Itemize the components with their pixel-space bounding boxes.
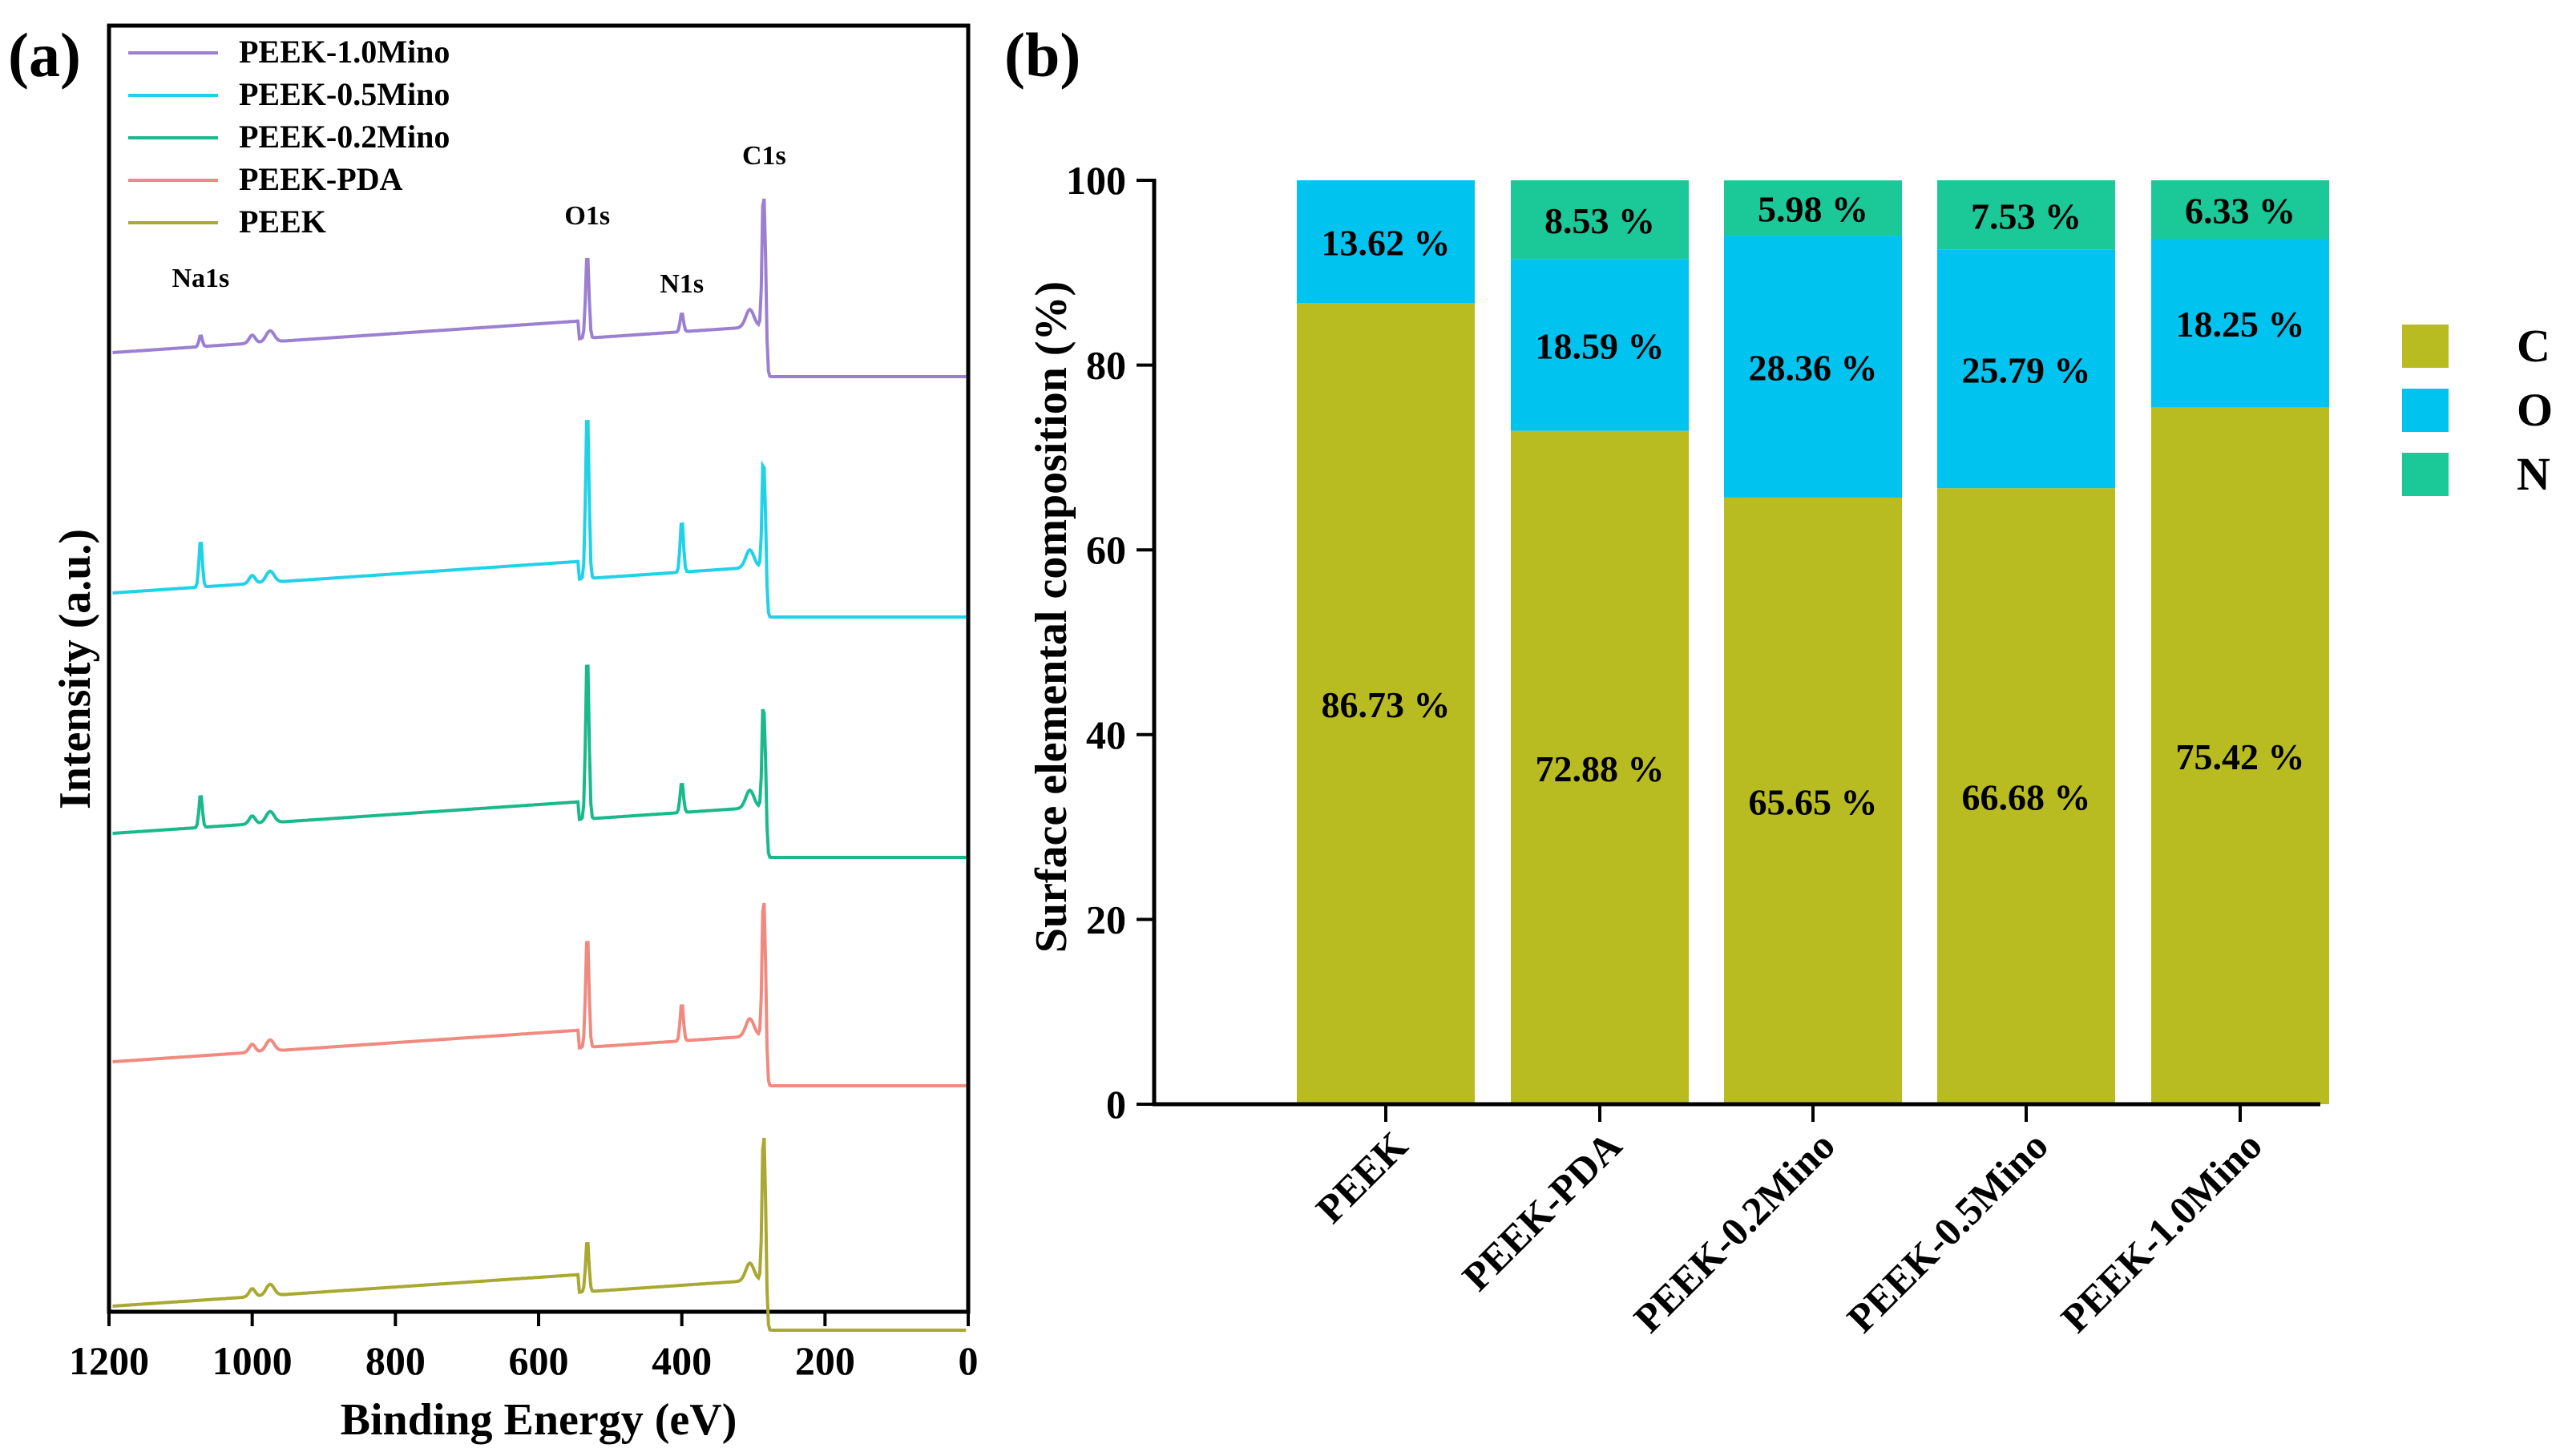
legend-label: PEEK-1.0Mino (239, 34, 450, 70)
bar-c-peek-1.0mino (2151, 407, 2329, 1104)
data-label-c: 72.88 % (1536, 748, 1665, 789)
x-axis-ticks: 1200 1000 800 600 400 200 0 (69, 1312, 979, 1383)
y-tick-label: 0 (1106, 1082, 1126, 1127)
spectrum-line-peek (112, 1137, 967, 1332)
legend-label: PEEK (239, 204, 326, 240)
y-tick-label: 60 (1086, 527, 1126, 572)
bar-c-peek-pda (1511, 430, 1689, 1104)
data-label-n: 5.98 % (1758, 189, 1868, 230)
composition-panel: (b) 86.73 % 13.62 % 72.88 % 18.59 % 8.53 % 65… (1004, 20, 2553, 1341)
x-tick-label: 0 (959, 1338, 979, 1383)
x-tick-label: 200 (795, 1338, 855, 1383)
y-tick-label: 20 (1086, 897, 1126, 942)
data-label-c: 75.42 % (2176, 736, 2305, 777)
data-label-n: 6.33 % (2185, 190, 2295, 231)
data-label-n: 7.53 % (1971, 196, 2081, 236)
bar-c-peek (1297, 303, 1475, 1104)
category-label: PEEK-PDA (1453, 1123, 1629, 1299)
category-label: PEEK (1307, 1123, 1416, 1232)
data-label-c: 65.65 % (1749, 782, 1878, 823)
bar-n-peek-0.2mino (1724, 180, 1902, 236)
category-label: PEEK-0.5Mino (1838, 1123, 2056, 1341)
legend-swatch-n (2402, 453, 2449, 496)
legend-label: PEEK-PDA (239, 161, 403, 197)
data-label-o: 18.25 % (2176, 304, 2305, 345)
peak-label-na1s: Na1s (172, 264, 229, 293)
x-tick-label: 600 (509, 1338, 569, 1383)
legend-b: CON (2402, 320, 2553, 500)
bar-o-peek (1297, 180, 1475, 304)
bar-n-peek-1.0mino (2151, 180, 2329, 239)
bar-c-peek-0.5mino (1937, 488, 2115, 1104)
x-tick-label: 400 (652, 1338, 712, 1383)
bar-o-peek-1.0mino (2151, 238, 2329, 408)
x-axis-title: Binding Energy (eV) (341, 1395, 737, 1445)
bar-n-peek-pda (1511, 180, 1689, 260)
bar-o-peek-pda (1511, 259, 1689, 431)
legend-label-c: C (2517, 320, 2550, 372)
spectra-curves (112, 198, 967, 1332)
panel-b-label: (b) (1004, 20, 1080, 90)
spectrum-line-peek-0.5mino (112, 419, 967, 619)
panel-a-label: (a) (8, 20, 81, 90)
legend-label: PEEK-0.5Mino (239, 76, 450, 112)
peak-label-o1s: O1s (564, 201, 610, 231)
peak-label-n1s: N1s (660, 269, 704, 299)
data-label-c: 86.73 % (1322, 684, 1451, 725)
spectrum-line-peek-0.2mino (112, 664, 967, 859)
legend-label: PEEK-0.2Mino (239, 119, 450, 155)
x-tick-label: 800 (365, 1338, 426, 1383)
legend-label-n: N (2517, 448, 2550, 500)
y-axis-title: Intensity (a.u.) (50, 529, 100, 809)
x-tick-label: 1200 (69, 1338, 149, 1383)
data-label-o: 28.36 % (1749, 348, 1878, 389)
stacked-bars: 86.73 % 13.62 % 72.88 % 18.59 % 8.53 % 65.65 … (1297, 180, 2329, 1104)
spectrum-line-peek-1.0mino (112, 198, 967, 378)
category-labels: PEEK PEEK-PDAPEEK-0.2MinoPEEK-0.5MinoPEEK… (1307, 1123, 2271, 1341)
bar-c-peek-0.2mino (1724, 498, 1902, 1104)
bar-n-peek-0.5mino (1937, 180, 2115, 250)
y-tick-label: 40 (1086, 712, 1126, 757)
category-label: PEEK-1.0Mino (2052, 1123, 2270, 1341)
y-axis-ticks: 0 20 40 60 80 100 (1066, 158, 1154, 1127)
data-label-c: 66.68 % (1962, 777, 2091, 818)
y-axis-title-b: Surface elemental composition (%) (1027, 281, 1076, 953)
peak-label-c1s: C1s (742, 141, 786, 171)
data-label-n: 8.53 % (1544, 200, 1655, 241)
legend-swatch-c (2402, 325, 2449, 368)
data-label-o: 25.79 % (1962, 350, 2091, 391)
panel-a-frame (107, 23, 971, 1314)
bar-o-peek-0.5mino (1937, 249, 2115, 489)
data-label-o: 13.62 % (1322, 223, 1451, 264)
y-tick-label: 80 (1086, 343, 1126, 388)
y-tick-label: 100 (1066, 158, 1126, 203)
bar-o-peek-0.2mino (1724, 236, 1902, 498)
data-label-o: 18.59 % (1536, 326, 1665, 367)
legend-label-o: O (2517, 384, 2553, 436)
category-label: PEEK-0.2Mino (1625, 1123, 1843, 1341)
axes-b (1152, 179, 2320, 1122)
legend-a: PEEK-1.0Mino PEEK-0.5Mino PEEK-0.2Mino PEEK… (128, 34, 450, 240)
x-tick-label: 1000 (212, 1338, 293, 1383)
spectrum-line-peek-pda (112, 902, 967, 1087)
legend-swatch-o (2402, 389, 2449, 432)
peak-labels: Na1s O1s N1s C1s (172, 141, 785, 299)
